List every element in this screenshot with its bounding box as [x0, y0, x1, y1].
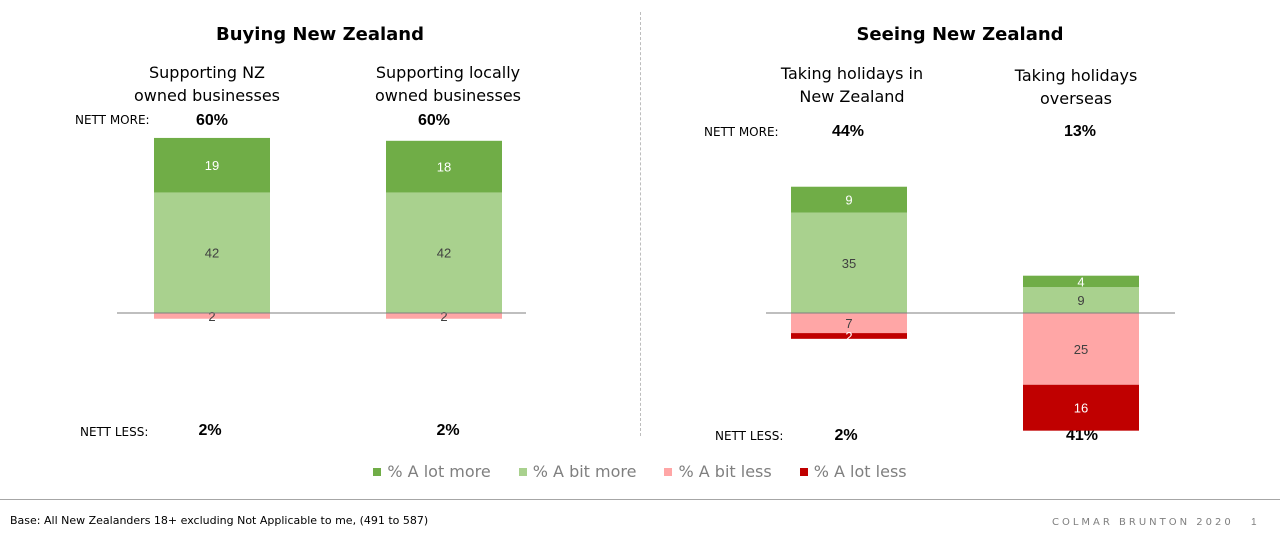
nett-more-value: 60%	[195, 112, 229, 129]
bar-segment	[386, 192, 502, 313]
bar-segment	[154, 137, 270, 193]
legend-label: % A bit less	[678, 462, 772, 481]
panel-title: Buying New Zealand	[216, 24, 424, 45]
data-label: 19	[205, 158, 219, 173]
data-label: 9	[845, 193, 852, 208]
data-label: 7	[845, 316, 852, 331]
nett-more-label: NETT MORE:	[704, 125, 779, 139]
panel-divider	[640, 12, 641, 436]
nett-more-value: 44%	[831, 123, 865, 140]
page-number: 1	[1251, 517, 1257, 528]
bar-segment	[791, 313, 907, 334]
footer-divider	[0, 499, 1280, 500]
nett-less-value: 2%	[834, 427, 858, 444]
data-label: 42	[437, 246, 451, 261]
category-label: Supporting locally owned businesses	[374, 63, 521, 105]
data-label: 25	[1074, 342, 1088, 357]
bar-segment	[386, 313, 502, 319]
bar-segment	[386, 140, 502, 193]
legend: % A lot more % A bit more % A bit less %…	[0, 462, 1280, 481]
panel-title: Seeing New Zealand	[856, 24, 1064, 45]
base-note: Base: All New Zealanders 18+ excluding N…	[10, 514, 429, 527]
brand-text: COLMAR BRUNTON 2020	[1052, 517, 1234, 528]
category-label: Taking holidays overseas	[1014, 66, 1138, 108]
data-label: 4	[1077, 274, 1084, 289]
legend-label: % A lot more	[387, 462, 491, 481]
legend-swatch	[518, 467, 527, 476]
legend-swatch	[664, 467, 673, 476]
legend-item: % A bit less	[664, 462, 772, 481]
legend-swatch	[373, 467, 382, 476]
nett-less-label: NETT LESS:	[715, 429, 784, 443]
data-label: 2	[208, 309, 215, 324]
category-label: Taking holidays in New Zealand	[780, 64, 924, 106]
data-label: 9	[1077, 293, 1084, 308]
bar-segment	[791, 333, 907, 339]
category-label: Supporting NZ owned businesses	[133, 63, 280, 105]
nett-less-value: 41%	[1065, 427, 1099, 444]
panel-buying-nz: Buying New Zealand Supporting NZ owned b…	[0, 0, 640, 490]
nett-less-value: 2%	[436, 422, 460, 439]
bar-segment	[154, 192, 270, 313]
bar-segment	[791, 186, 907, 213]
legend-swatch	[799, 467, 808, 476]
legend-label: % A bit more	[532, 462, 637, 481]
bar-segment	[1023, 287, 1139, 313]
data-label: 16	[1074, 401, 1088, 416]
nett-more-value: 60%	[417, 112, 451, 129]
nett-more-label: NETT MORE:	[75, 113, 150, 127]
bar-segment	[1023, 313, 1139, 385]
data-label: 2	[845, 329, 852, 344]
legend-item: % A lot less	[799, 462, 907, 481]
nett-more-value: 13%	[1063, 123, 1097, 140]
panel-seeing-nz: Seeing New Zealand Taking holidays in Ne…	[640, 0, 1280, 490]
legend-item: % A bit more	[518, 462, 637, 481]
nett-less-value: 2%	[198, 422, 222, 439]
data-label: 35	[842, 256, 856, 271]
data-label: 18	[437, 160, 451, 175]
data-label: 42	[205, 246, 219, 261]
legend-item: % A lot more	[373, 462, 491, 481]
data-label: 2	[440, 309, 447, 324]
bar-segment	[1023, 275, 1139, 288]
bar-segment	[1023, 384, 1139, 431]
legend-label: % A lot less	[813, 462, 907, 481]
bar-segment	[791, 212, 907, 313]
bar-segment	[154, 313, 270, 319]
nett-less-label: NETT LESS:	[80, 425, 149, 439]
